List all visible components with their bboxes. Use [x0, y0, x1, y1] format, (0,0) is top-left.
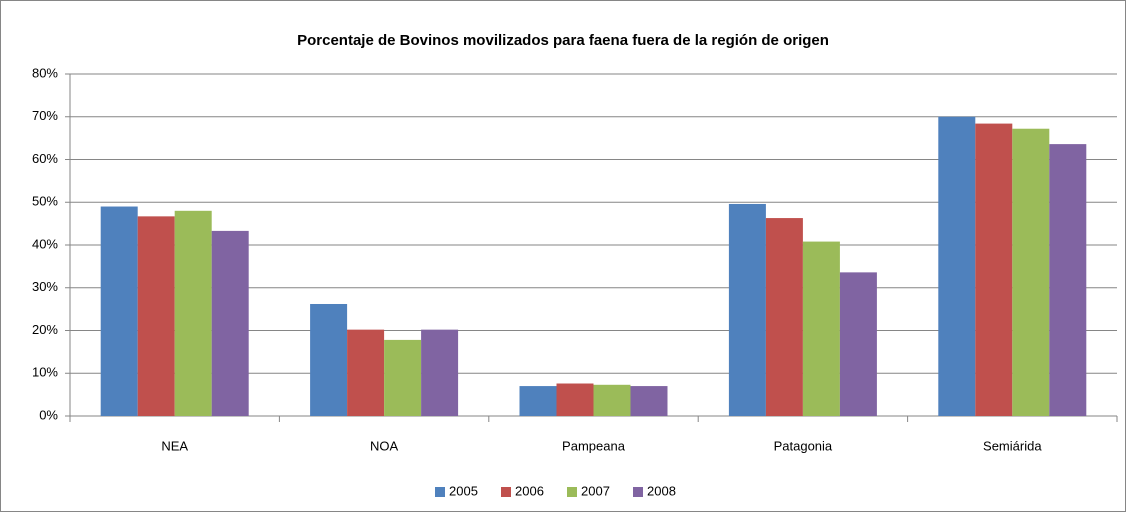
- bar: [100, 206, 138, 416]
- bar: [938, 116, 976, 416]
- x-tick-label: NOA: [370, 438, 399, 453]
- legend-label: 2007: [581, 483, 610, 498]
- y-tick-label: 20%: [32, 322, 58, 337]
- x-tick-label: Patagonia: [774, 438, 833, 453]
- legend-swatch: [567, 487, 577, 497]
- chart-title: Porcentaje de Bovinos movilizados para f…: [297, 32, 829, 49]
- bar: [519, 386, 557, 416]
- bar: [1049, 144, 1087, 417]
- y-tick-label: 80%: [32, 65, 58, 80]
- bar: [310, 303, 348, 416]
- legend-label: 2006: [515, 483, 544, 498]
- legend-swatch: [501, 487, 511, 497]
- bar: [802, 241, 840, 416]
- bar: [556, 383, 594, 416]
- bar: [839, 272, 877, 416]
- bar: [384, 339, 422, 416]
- y-tick-label: 70%: [32, 108, 58, 123]
- y-tick-label: 40%: [32, 236, 58, 251]
- x-tick-label: NEA: [161, 438, 188, 453]
- bar: [347, 329, 385, 416]
- bar: [975, 123, 1013, 416]
- legend-swatch: [633, 487, 643, 497]
- bar: [593, 384, 631, 416]
- bar: [765, 218, 803, 416]
- bar: [137, 216, 175, 416]
- legend-swatch: [435, 487, 445, 497]
- y-tick-label: 0%: [39, 407, 58, 422]
- y-tick-label: 50%: [32, 194, 58, 209]
- y-tick-label: 10%: [32, 365, 58, 380]
- bar: [1012, 128, 1050, 416]
- bar: [174, 210, 212, 416]
- x-tick-label: Pampeana: [562, 438, 626, 453]
- bar: [630, 386, 668, 416]
- bar: [421, 329, 459, 416]
- y-tick-label: 30%: [32, 279, 58, 294]
- bar: [728, 203, 766, 416]
- legend-label: 2005: [449, 483, 478, 498]
- x-tick-label: Semiárida: [983, 438, 1042, 453]
- y-tick-label: 60%: [32, 151, 58, 166]
- legend-label: 2008: [647, 483, 676, 498]
- bar: [211, 230, 249, 416]
